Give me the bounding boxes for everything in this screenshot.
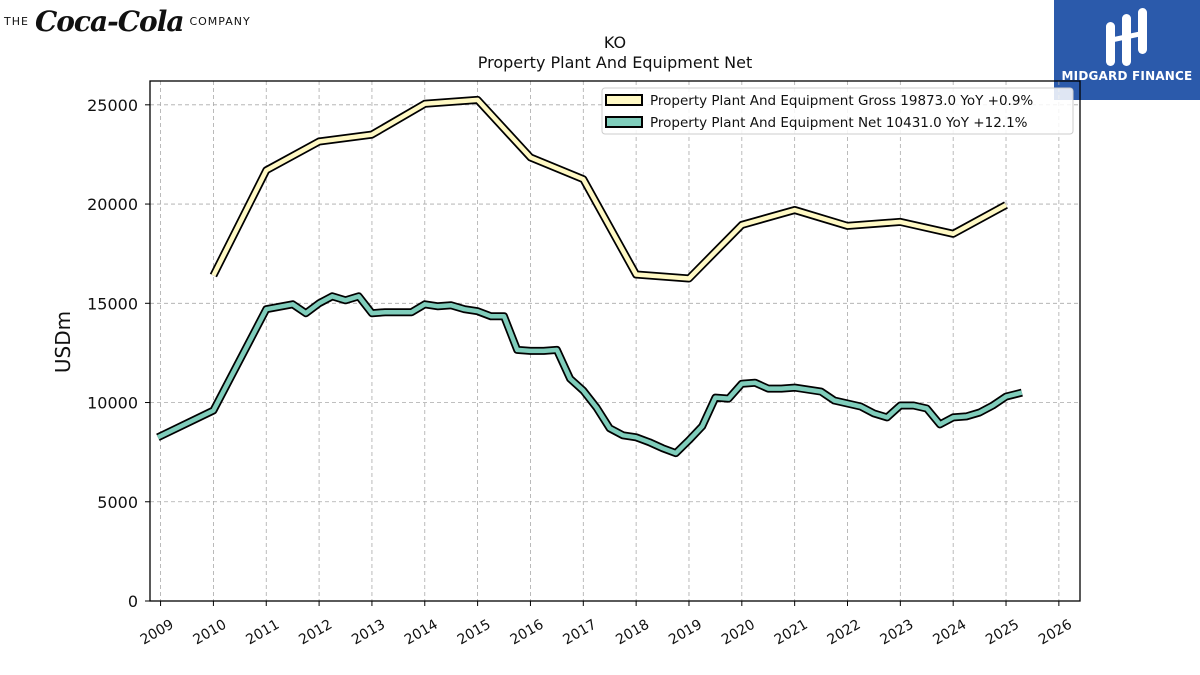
legend-entry-1: Property Plant And Equipment Net 10431.0… bbox=[650, 115, 1028, 131]
x-tick-label: 2014 bbox=[402, 617, 441, 649]
series-outline-1 bbox=[156, 292, 1023, 458]
logo-the-text: THE bbox=[4, 14, 29, 28]
legend-box bbox=[601, 87, 1074, 135]
x-tick-label: 2016 bbox=[508, 617, 547, 649]
chart-legend: Property Plant And Equipment Gross 19873… bbox=[601, 87, 1074, 135]
x-tick-label: 2013 bbox=[349, 617, 388, 649]
series-line-0 bbox=[211, 97, 1008, 281]
chart-subtitle: Property Plant And Equipment Net bbox=[478, 53, 753, 72]
legend-entry-0: Property Plant And Equipment Gross 19873… bbox=[650, 93, 1033, 109]
legend-swatch-0 bbox=[605, 94, 643, 106]
legend-swatch-1 bbox=[605, 116, 643, 128]
logo-company-text: COMPANY bbox=[189, 14, 251, 28]
chart-title: KO bbox=[604, 33, 626, 52]
x-tick-label: 2026 bbox=[1036, 617, 1075, 649]
y-tick-label: 15000 bbox=[87, 294, 138, 313]
x-tick-label: 2011 bbox=[243, 617, 282, 649]
x-tick-label: 2019 bbox=[666, 617, 705, 649]
plot-frame bbox=[149, 80, 1081, 602]
y-tick-label: 5000 bbox=[97, 493, 138, 512]
brand-badge: MIDGARD FINANCE bbox=[1054, 0, 1200, 100]
y-axis-ticks: 0 5000 10000 15000 20000 25000 bbox=[87, 96, 150, 611]
x-tick-label: 2015 bbox=[455, 617, 494, 649]
series-line-1 bbox=[156, 294, 1023, 456]
midgard-logo-icon bbox=[1106, 8, 1147, 66]
x-tick-label: 2018 bbox=[613, 617, 652, 649]
y-tick-label: 0 bbox=[128, 592, 138, 611]
x-tick-label: 2021 bbox=[772, 617, 811, 649]
x-tick-label: 2017 bbox=[560, 617, 599, 649]
x-tick-label: 2009 bbox=[138, 617, 177, 649]
y-tick-label: 25000 bbox=[87, 96, 138, 115]
logo-script-text: Coca‑Cola bbox=[34, 4, 185, 38]
brand-name: MIDGARD FINANCE bbox=[1061, 69, 1193, 83]
x-tick-label: 2012 bbox=[296, 617, 335, 649]
chart-series-layer bbox=[156, 95, 1023, 458]
y-axis-label: USDm bbox=[51, 311, 75, 373]
y-tick-label: 10000 bbox=[87, 394, 138, 413]
y-tick-label: 20000 bbox=[87, 195, 138, 214]
x-tick-label: 2020 bbox=[719, 617, 758, 649]
x-tick-label: 2024 bbox=[930, 617, 969, 649]
company-logo: THE Coca‑Cola COMPANY bbox=[4, 2, 251, 40]
x-tick-label: 2025 bbox=[983, 617, 1022, 649]
x-tick-label: 2022 bbox=[825, 617, 864, 649]
x-tick-label: 2010 bbox=[191, 617, 230, 649]
x-tick-label: 2023 bbox=[877, 617, 916, 649]
x-axis-ticks: 2009 2010 2011 2012 2013 2014 2015 2016 2017 2018… bbox=[138, 601, 1075, 648]
